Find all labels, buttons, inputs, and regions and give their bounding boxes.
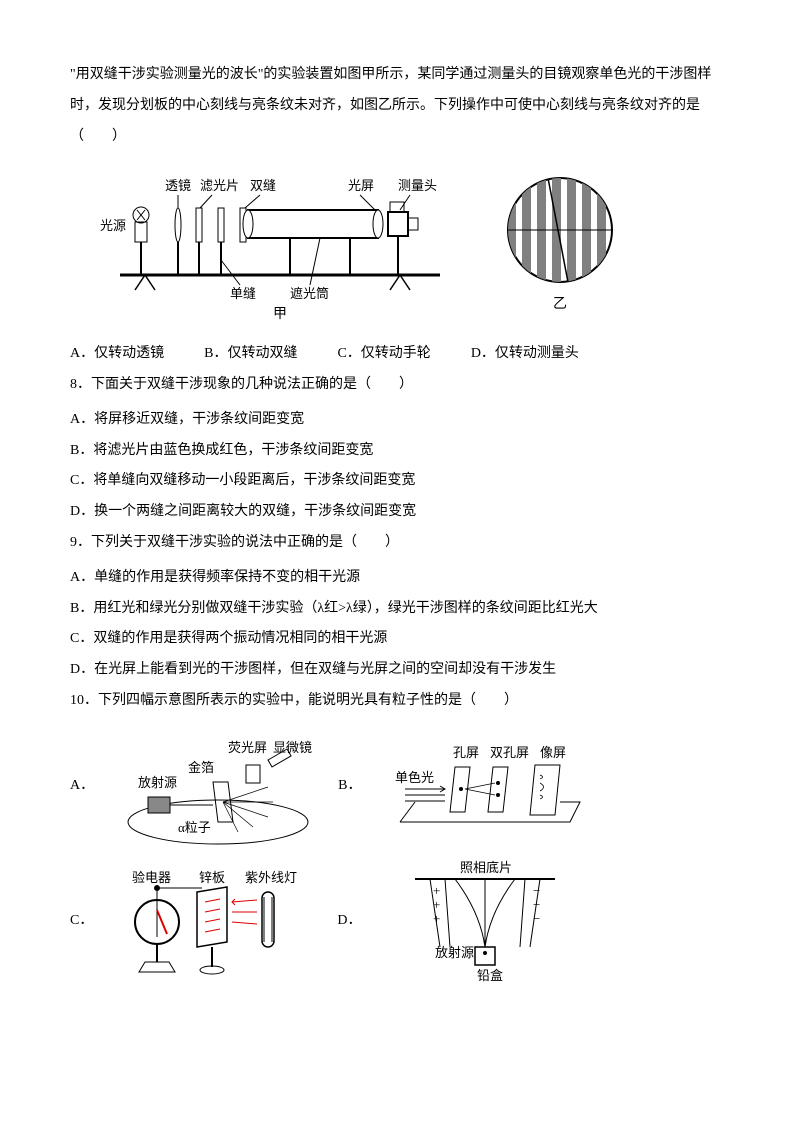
q9-stem: 下列关于双缝干涉实验的说法中正确的是（ ） <box>91 535 399 550</box>
question-10: 10．下列四幅示意图所表示的实验中，能说明光具有粒子性的是（ ） <box>70 686 724 717</box>
figD-film: 照相底片 <box>460 860 512 875</box>
figA-flu: 荧光屏 <box>228 740 267 755</box>
svg-text:−: − <box>533 911 540 926</box>
figA-src: 放射源 <box>138 775 177 790</box>
label-yi: 乙 <box>553 290 567 321</box>
label-source: 光源 <box>100 218 126 233</box>
figD-source: 放射源 <box>435 945 474 960</box>
figB-double: 双孔屏 <box>490 745 529 760</box>
q10-row-ab: A． 放射源 α粒子 金箔 荧光屏 显微镜 B． 单色光 孔屏 双孔屏 像屏 <box>70 727 724 847</box>
figB-image: 像屏 <box>540 745 566 760</box>
svg-text:+: + <box>433 911 440 926</box>
apparatus-svg: 光源 透镜 滤光片 单缝 双缝 <box>90 160 470 300</box>
label-head: 测量头 <box>398 178 437 193</box>
figC-zinc: 锌板 <box>199 870 225 885</box>
label-lens: 透镜 <box>165 178 191 193</box>
q7-options: A．仅转动透镜 B．仅转动双缝 C．仅转动手轮 D．仅转动测量头 <box>70 339 724 370</box>
q7-figure-row: 光源 透镜 滤光片 单缝 双缝 <box>90 160 724 331</box>
q7-eyepiece: 乙 <box>500 170 620 321</box>
q7-apparatus: 光源 透镜 滤光片 单缝 双缝 <box>90 160 470 331</box>
figA-micro: 显微镜 <box>273 740 312 755</box>
q10-fig-c: 验电器 锌板 紫外线灯 <box>117 862 317 982</box>
q7-opt-b: B．仅转动双缝 <box>204 339 297 370</box>
label-jia: 甲 <box>273 300 287 331</box>
q8-num: 8． <box>70 377 91 392</box>
eyepiece-svg <box>500 170 620 290</box>
q9-a: A．单缝的作用是获得频率保持不变的相干光源 <box>70 563 724 594</box>
q8-stem: 下面关于双缝干涉现象的几种说法正确的是（ ） <box>91 377 413 392</box>
q10-label-d: D． <box>337 906 361 937</box>
q7-opt-c: C．仅转动手轮 <box>337 339 430 370</box>
question-7: "用双缝干涉实验测量光的波长"的实验装置如图甲所示，某同学通过测量头的目镜观察单… <box>70 60 724 152</box>
figB-single: 孔屏 <box>453 745 479 760</box>
label-singleslit: 单缝 <box>230 286 256 300</box>
label-doubleslit: 双缝 <box>250 178 276 193</box>
q10-label-c: C． <box>70 906 93 937</box>
figD-box: 铅盒 <box>477 968 503 983</box>
q10-fig-b: 单色光 孔屏 双孔屏 像屏 <box>385 727 585 847</box>
q10-stem: 下列四幅示意图所表示的实验中，能说明光具有粒子性的是（ ） <box>98 693 518 708</box>
q8-d: D．换一个两缝之间距离较大的双缝，干涉条纹间距变宽 <box>70 497 724 528</box>
q9-d: D．在光屏上能看到光的干涉图样，但在双缝与光屏之间的空间却没有干涉发生 <box>70 655 724 686</box>
svg-text:−: − <box>533 883 540 898</box>
label-screen: 光屏 <box>348 178 374 193</box>
svg-text:−: − <box>533 897 540 912</box>
figB-mono: 单色光 <box>395 770 434 785</box>
q9-c: C．双缝的作用是获得两个振动情况相同的相干光源 <box>70 624 724 655</box>
question-9: 9．下列关于双缝干涉实验的说法中正确的是（ ） <box>70 528 724 559</box>
q10-fig-a: 放射源 α粒子 金箔 荧光屏 显微镜 <box>118 727 318 847</box>
q8-a: A．将屏移近双缝，干涉条纹间距变宽 <box>70 405 724 436</box>
label-tube: 遮光筒 <box>290 286 329 300</box>
svg-text:+: + <box>433 897 440 912</box>
q9-num: 9． <box>70 535 91 550</box>
svg-text:+: + <box>433 883 440 898</box>
q10-label-a: A． <box>70 771 94 802</box>
figA-foil: 金箔 <box>188 760 214 775</box>
q10-row-cd: C． 验电器 锌板 紫外线灯 D． 照相底片 +++ −−− 放射源 <box>70 857 724 987</box>
q9-b: B．用红光和绿光分别做双缝干涉实验（λ红>λ绿），绿光干涉图样的条纹间距比红光大 <box>70 594 724 625</box>
figA-alpha: α粒子 <box>178 820 211 835</box>
q8-b: B．将滤光片由蓝色换成红色，干涉条纹间距变宽 <box>70 436 724 467</box>
q7-opt-a: A．仅转动透镜 <box>70 339 164 370</box>
label-filter: 滤光片 <box>200 178 239 193</box>
q7-text: "用双缝干涉实验测量光的波长"的实验装置如图甲所示，某同学通过测量头的目镜观察单… <box>70 67 711 144</box>
q10-num: 10． <box>70 693 98 708</box>
q8-c: C．将单缝向双缝移动一小段距离后，干涉条纹间距变宽 <box>70 466 724 497</box>
q7-opt-d: D．仅转动测量头 <box>471 339 579 370</box>
q10-fig-d: 照相底片 +++ −−− 放射源 铅盒 <box>385 857 585 987</box>
figC-uv: 紫外线灯 <box>245 870 297 885</box>
q10-label-b: B． <box>338 771 361 802</box>
question-8: 8．下面关于双缝干涉现象的几种说法正确的是（ ） <box>70 370 724 401</box>
figC-electroscope: 验电器 <box>132 870 171 885</box>
